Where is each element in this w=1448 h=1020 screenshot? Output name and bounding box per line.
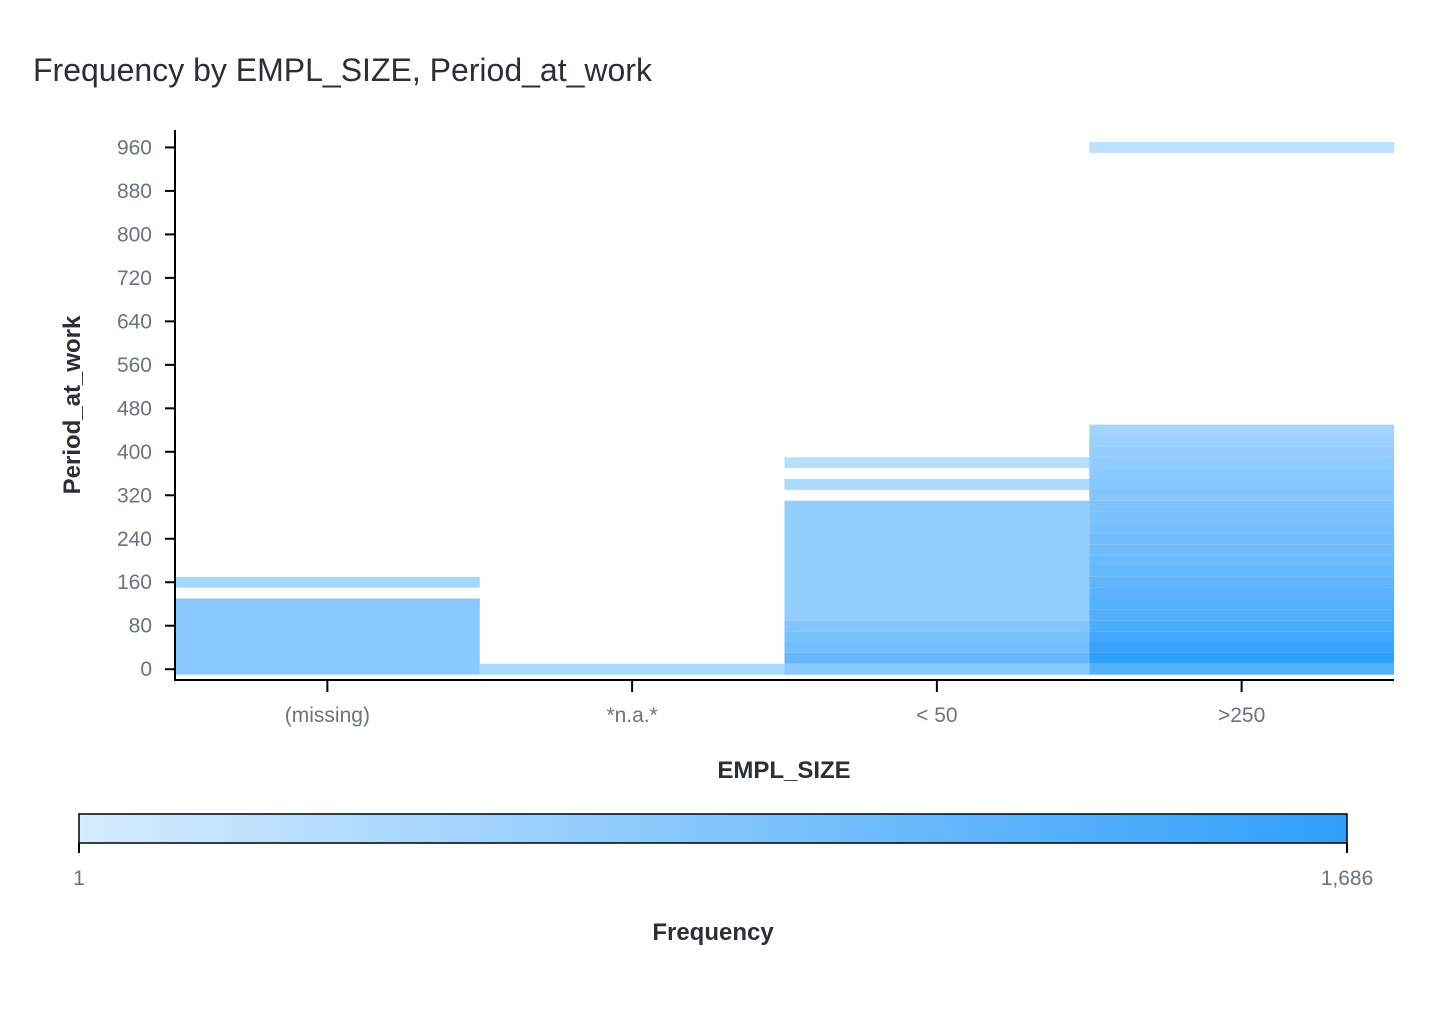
heatmap-cell xyxy=(784,652,1090,664)
heatmap-cell xyxy=(784,479,1090,490)
y-tick-label: 320 xyxy=(117,484,152,507)
x-tick-label: *n.a.* xyxy=(606,704,657,727)
colorbar-min-label: 1 xyxy=(73,867,85,890)
heatmap-cell xyxy=(1089,424,1395,436)
heatmap-cell xyxy=(1089,511,1395,523)
heatmap-cell xyxy=(1089,533,1395,545)
heatmap-cell xyxy=(1089,522,1395,534)
heatmap-cell xyxy=(784,631,1090,643)
heatmap-cell xyxy=(1089,620,1395,632)
heatmap-cell xyxy=(1089,598,1395,610)
heatmap-cell xyxy=(1089,555,1395,566)
y-tick-label: 960 xyxy=(117,136,152,159)
y-axis-ticks: 0 80 160 240 320 400 480 560 640 720 800 880 960 xyxy=(117,136,175,681)
heatmap-cell xyxy=(1089,446,1395,458)
heatmap-cell xyxy=(1089,631,1395,643)
x-tick-label: < 50 xyxy=(916,704,957,727)
heatmap-cell xyxy=(1089,457,1395,469)
heatmap-cell xyxy=(1089,663,1395,675)
heatmap-cell xyxy=(1089,142,1395,153)
heatmap-cell xyxy=(1089,500,1395,512)
y-tick-label: 560 xyxy=(117,354,152,377)
heatmap-cell xyxy=(1089,489,1395,501)
heatmap-cell xyxy=(1089,544,1395,556)
colorbar xyxy=(78,813,1348,844)
y-tick-label: 160 xyxy=(117,571,152,594)
heatmap-cell xyxy=(1089,652,1395,664)
heatmap-cell xyxy=(479,663,785,675)
y-tick-label: 400 xyxy=(117,441,152,464)
heatmap-cell xyxy=(1089,468,1395,479)
y-tick-label: 640 xyxy=(117,310,152,333)
x-axis-ticks: (missing) *n.a.* < 50 >250 xyxy=(285,681,1265,727)
heatmap-cell xyxy=(784,663,1090,675)
x-tick-label: (missing) xyxy=(285,704,370,727)
heatmap-cell xyxy=(784,642,1090,653)
y-tick-label: 880 xyxy=(117,180,152,203)
heatmap-cell xyxy=(1089,609,1395,621)
y-tick-label: 240 xyxy=(117,528,152,551)
colorbar-max-label: 1,686 xyxy=(1321,867,1374,890)
heatmap-cell xyxy=(784,457,1090,469)
heatmap-cell xyxy=(175,598,480,675)
heatmap-cell xyxy=(1089,576,1395,588)
heatmap-cell xyxy=(1089,479,1395,490)
heatmap-cell xyxy=(1089,642,1395,653)
x-axis-title: EMPL_SIZE xyxy=(717,757,850,784)
heatmap-cell xyxy=(784,500,1090,621)
y-tick-label: 480 xyxy=(117,397,152,420)
chart-title: Frequency by EMPL_SIZE, Period_at_work xyxy=(33,52,653,88)
heatmap-cell xyxy=(1089,565,1395,577)
heatmap-cell xyxy=(784,620,1090,632)
y-axis-title: Period_at_work xyxy=(59,315,86,494)
heatmap-cell xyxy=(175,576,480,588)
y-tick-label: 720 xyxy=(117,267,152,290)
heatmap-cell xyxy=(1089,587,1395,599)
y-tick-label: 0 xyxy=(140,658,152,681)
y-tick-label: 800 xyxy=(117,223,152,246)
heatmap-cell xyxy=(1089,435,1395,447)
y-tick-label: 80 xyxy=(129,615,152,638)
x-tick-label: >250 xyxy=(1218,704,1265,727)
heatmap-cells xyxy=(175,142,1395,675)
colorbar-title: Frequency xyxy=(652,919,774,946)
